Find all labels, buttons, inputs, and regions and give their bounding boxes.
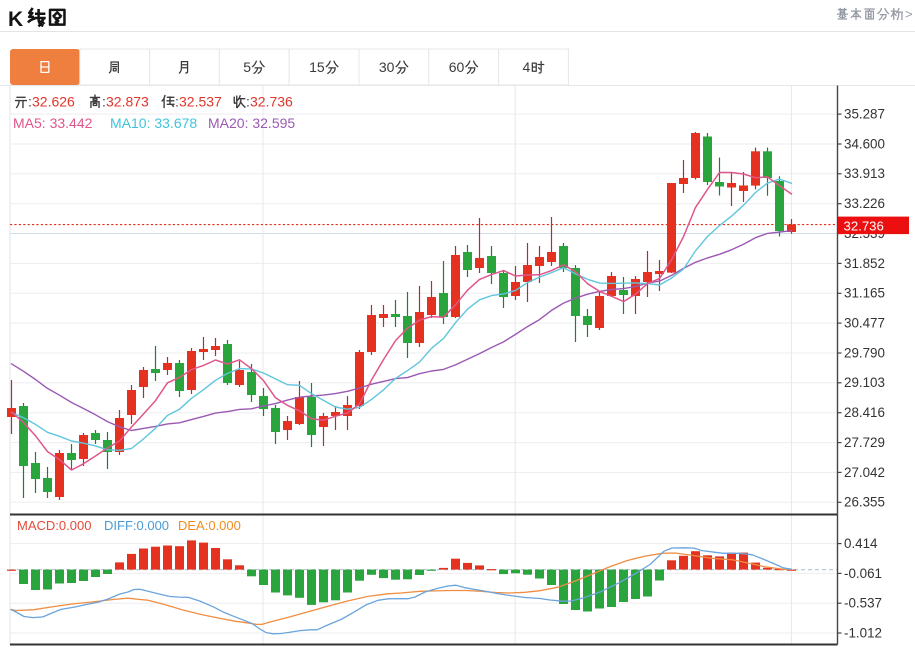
svg-text:29.790: 29.790 [844, 345, 885, 360]
svg-text:60: 60 [449, 59, 465, 75]
svg-text:4: 4 [523, 59, 531, 75]
svg-text:MA5: 33.442: MA5: 33.442 [13, 115, 93, 131]
svg-text:26.355: 26.355 [844, 495, 885, 510]
svg-text:15: 15 [309, 59, 325, 75]
svg-text:31.165: 31.165 [844, 286, 885, 301]
svg-text::: : [246, 94, 250, 110]
svg-text::: : [102, 94, 106, 110]
svg-text:33.913: 33.913 [844, 166, 885, 181]
svg-text:34.600: 34.600 [844, 136, 885, 151]
svg-text:DEA:0.000: DEA:0.000 [178, 518, 241, 533]
svg-text:32.873: 32.873 [106, 94, 149, 110]
svg-text:35.287: 35.287 [844, 107, 885, 122]
svg-text:5: 5 [243, 59, 251, 75]
svg-text:30: 30 [379, 59, 395, 75]
svg-text:30.477: 30.477 [844, 316, 885, 331]
svg-text:MA10: 33.678: MA10: 33.678 [110, 115, 197, 131]
svg-text::: : [28, 94, 32, 110]
svg-text:33.226: 33.226 [844, 196, 885, 211]
svg-text:MA20: 32.595: MA20: 32.595 [208, 115, 295, 131]
svg-text:DIFF:0.000: DIFF:0.000 [104, 518, 169, 533]
svg-text:29.103: 29.103 [844, 375, 885, 390]
svg-text:0.414: 0.414 [844, 536, 878, 551]
svg-text:28.416: 28.416 [844, 405, 885, 420]
svg-text:-0.537: -0.537 [844, 596, 882, 611]
svg-text:MACD:0.000: MACD:0.000 [17, 518, 91, 533]
svg-text:32.537: 32.537 [179, 94, 222, 110]
svg-text:K: K [8, 8, 23, 31]
svg-text:32.736: 32.736 [250, 94, 293, 110]
svg-text:27.042: 27.042 [844, 465, 885, 480]
svg-text:31.852: 31.852 [844, 256, 885, 271]
svg-text:32.736: 32.736 [844, 219, 884, 234]
svg-text:>: > [905, 7, 913, 22]
svg-text:-1.012: -1.012 [844, 625, 882, 640]
svg-text::: : [175, 94, 179, 110]
svg-text:27.729: 27.729 [844, 435, 885, 450]
svg-text:32.626: 32.626 [32, 94, 75, 110]
svg-text:-0.061: -0.061 [844, 566, 882, 581]
